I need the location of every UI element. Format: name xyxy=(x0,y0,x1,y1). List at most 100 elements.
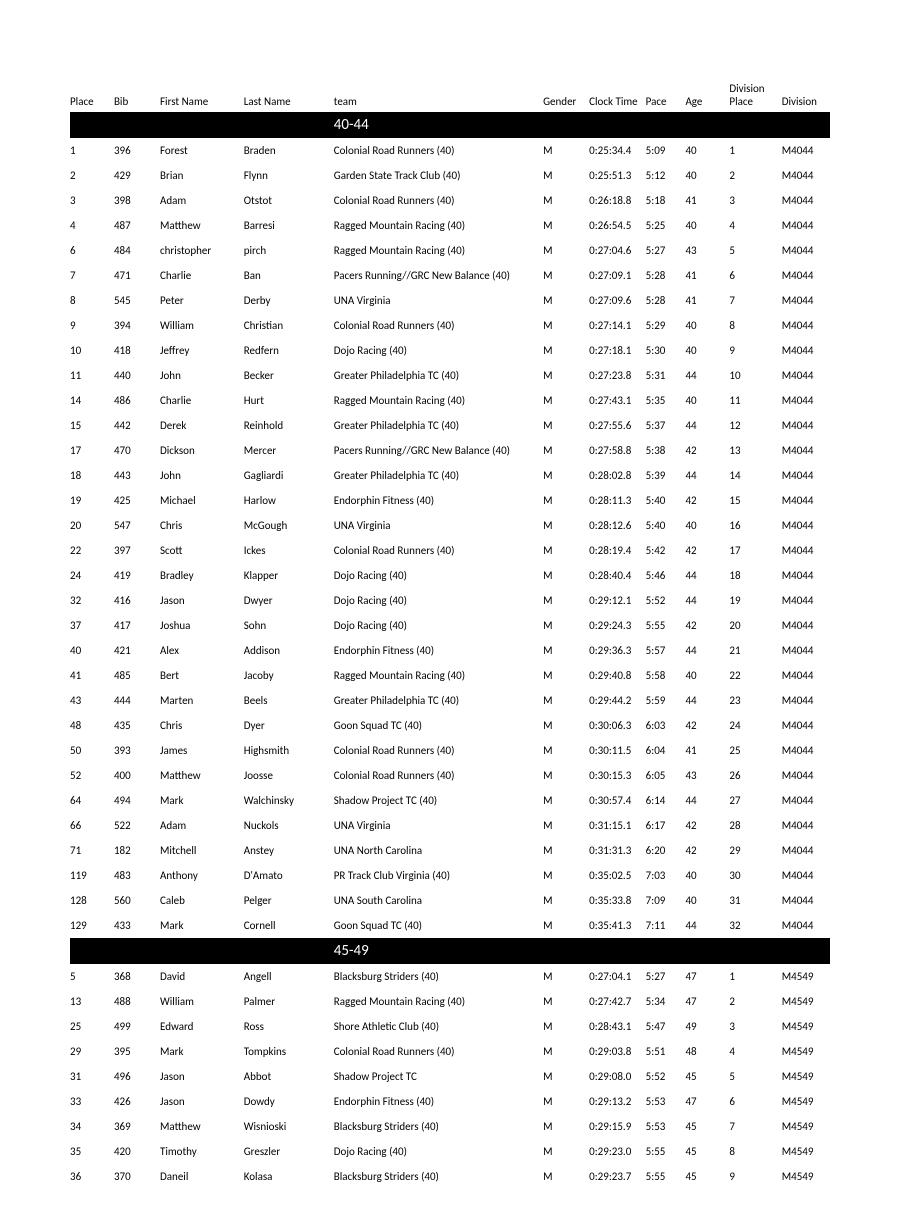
cell-last-name: D'Amato xyxy=(244,863,334,888)
cell-last-name: Dwyer xyxy=(244,588,334,613)
cell-first-name: Edward xyxy=(160,1014,244,1039)
cell-division: M4044 xyxy=(782,913,830,938)
cell-first-name: Mark xyxy=(160,913,244,938)
cell-last-name: Dyer xyxy=(244,713,334,738)
cell-age: 42 xyxy=(685,488,729,513)
cell-team: Garden State Track Club (40) xyxy=(334,163,543,188)
cell-gender: M xyxy=(543,613,589,638)
cell-age: 45 xyxy=(685,1064,729,1089)
table-row: 43444MartenBeelsGreater Philadelphia TC … xyxy=(70,688,830,713)
cell-pace: 5:55 xyxy=(646,1139,686,1164)
cell-div-place: 14 xyxy=(729,463,781,488)
cell-gender: M xyxy=(543,1064,589,1089)
cell-clock-time: 0:27:04.6 xyxy=(589,238,646,263)
cell-division: M4549 xyxy=(782,1114,830,1139)
cell-clock-time: 0:27:09.6 xyxy=(589,288,646,313)
cell-first-name: Timothy xyxy=(160,1139,244,1164)
cell-div-place: 7 xyxy=(729,1114,781,1139)
cell-age: 44 xyxy=(685,413,729,438)
cell-gender: M xyxy=(543,1114,589,1139)
cell-div-place: 18 xyxy=(729,563,781,588)
cell-team: Colonial Road Runners (40) xyxy=(334,138,543,163)
cell-div-place: 3 xyxy=(729,188,781,213)
col-gender: Gender xyxy=(543,80,589,112)
cell-pace: 5:59 xyxy=(646,688,686,713)
cell-age: 44 xyxy=(685,913,729,938)
cell-bib: 416 xyxy=(114,588,160,613)
cell-team: Shadow Project TC (40) xyxy=(334,788,543,813)
cell-age: 42 xyxy=(685,813,729,838)
cell-place: 5 xyxy=(70,964,114,989)
table-row: 40421AlexAddisonEndorphin Fitness (40)M0… xyxy=(70,638,830,663)
cell-pace: 5:29 xyxy=(646,313,686,338)
cell-gender: M xyxy=(543,213,589,238)
cell-bib: 418 xyxy=(114,338,160,363)
cell-age: 44 xyxy=(685,363,729,388)
cell-last-name: Wisnioski xyxy=(244,1114,334,1139)
cell-division: M4044 xyxy=(782,838,830,863)
cell-div-place: 4 xyxy=(729,1039,781,1064)
cell-age: 43 xyxy=(685,238,729,263)
cell-gender: M xyxy=(543,1039,589,1064)
cell-clock-time: 0:27:23.8 xyxy=(589,363,646,388)
cell-bib: 488 xyxy=(114,989,160,1014)
cell-team: Ragged Mountain Racing (40) xyxy=(334,238,543,263)
cell-clock-time: 0:27:43.1 xyxy=(589,388,646,413)
cell-bib: 443 xyxy=(114,463,160,488)
cell-gender: M xyxy=(543,913,589,938)
cell-age: 42 xyxy=(685,438,729,463)
cell-last-name: Gagliardi xyxy=(244,463,334,488)
cell-bib: 370 xyxy=(114,1164,160,1189)
cell-bib: 545 xyxy=(114,288,160,313)
cell-pace: 5:12 xyxy=(646,163,686,188)
cell-first-name: Caleb xyxy=(160,888,244,913)
cell-place: 10 xyxy=(70,338,114,363)
cell-pace: 6:14 xyxy=(646,788,686,813)
cell-first-name: Jason xyxy=(160,1089,244,1114)
cell-gender: M xyxy=(543,813,589,838)
cell-bib: 395 xyxy=(114,1039,160,1064)
cell-division: M4044 xyxy=(782,238,830,263)
cell-clock-time: 0:27:09.1 xyxy=(589,263,646,288)
cell-last-name: Otstot xyxy=(244,188,334,213)
cell-bib: 440 xyxy=(114,363,160,388)
cell-clock-time: 0:29:03.8 xyxy=(589,1039,646,1064)
cell-pace: 5:47 xyxy=(646,1014,686,1039)
cell-last-name: Mercer xyxy=(244,438,334,463)
cell-first-name: Forest xyxy=(160,138,244,163)
cell-age: 47 xyxy=(685,964,729,989)
cell-division: M4044 xyxy=(782,188,830,213)
cell-last-name: Joosse xyxy=(244,763,334,788)
cell-gender: M xyxy=(543,288,589,313)
cell-clock-time: 0:25:34.4 xyxy=(589,138,646,163)
cell-bib: 487 xyxy=(114,213,160,238)
cell-div-place: 12 xyxy=(729,413,781,438)
section-header: 45-49 xyxy=(70,938,830,964)
cell-division: M4044 xyxy=(782,138,830,163)
cell-gender: M xyxy=(543,638,589,663)
section-label: 45-49 xyxy=(334,938,543,964)
cell-first-name: Dickson xyxy=(160,438,244,463)
cell-place: 129 xyxy=(70,913,114,938)
cell-last-name: Addison xyxy=(244,638,334,663)
cell-age: 43 xyxy=(685,763,729,788)
cell-team: Colonial Road Runners (40) xyxy=(334,738,543,763)
cell-pace: 5:28 xyxy=(646,263,686,288)
cell-place: 19 xyxy=(70,488,114,513)
cell-div-place: 3 xyxy=(729,1014,781,1039)
cell-division: M4044 xyxy=(782,713,830,738)
cell-pace: 5:58 xyxy=(646,663,686,688)
cell-first-name: Charlie xyxy=(160,388,244,413)
cell-place: 2 xyxy=(70,163,114,188)
col-clock-time: Clock Time xyxy=(589,80,646,112)
cell-place: 4 xyxy=(70,213,114,238)
table-row: 129433MarkCornellGoon Squad TC (40)M0:35… xyxy=(70,913,830,938)
cell-division: M4549 xyxy=(782,1064,830,1089)
cell-age: 48 xyxy=(685,1039,729,1064)
cell-age: 41 xyxy=(685,188,729,213)
col-division: Division xyxy=(782,80,830,112)
cell-div-place: 24 xyxy=(729,713,781,738)
table-row: 5368DavidAngellBlacksburg Striders (40)M… xyxy=(70,964,830,989)
cell-last-name: Highsmith xyxy=(244,738,334,763)
cell-place: 29 xyxy=(70,1039,114,1064)
